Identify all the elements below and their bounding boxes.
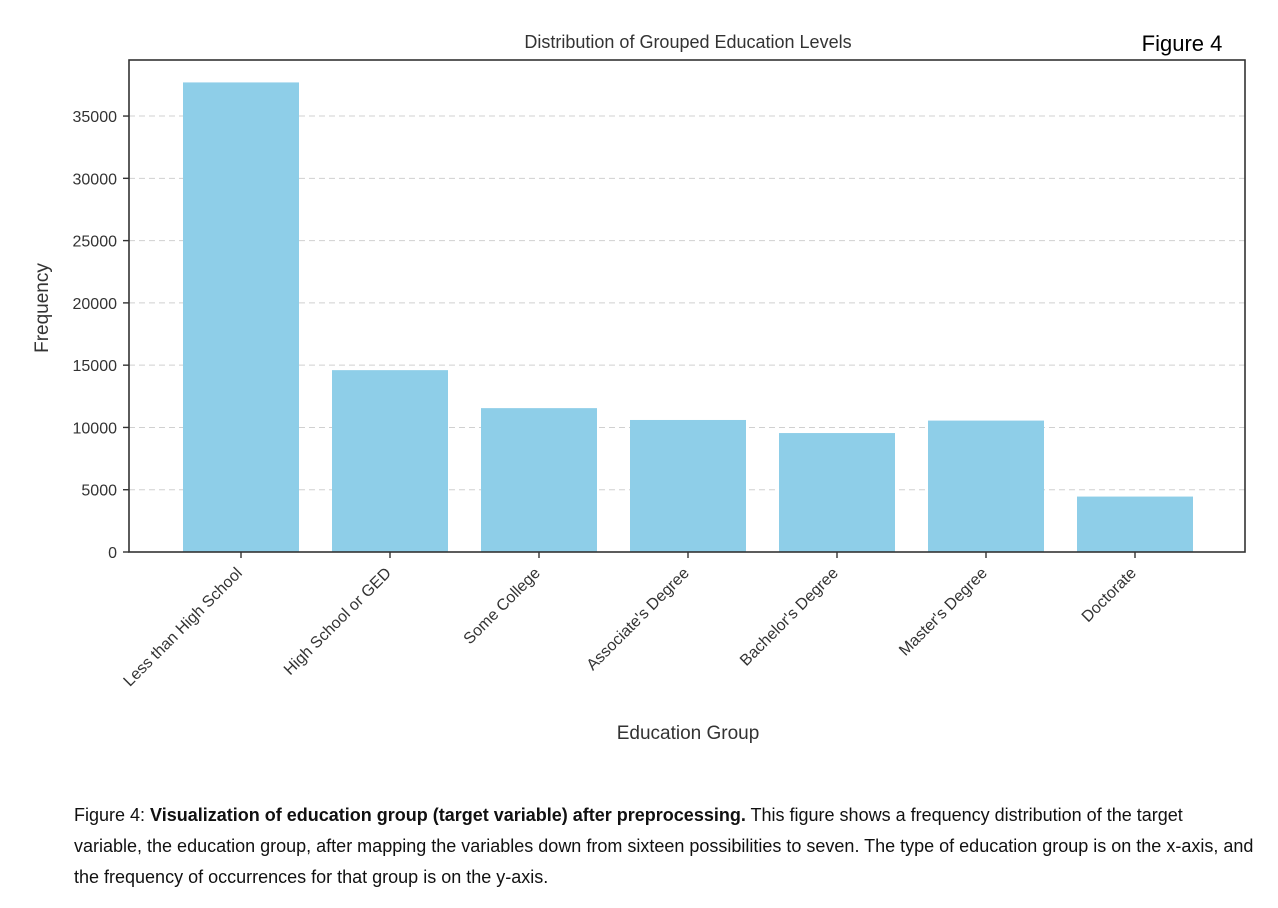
x-axis-label: Education Group	[617, 723, 760, 744]
y-tick-label: 5000	[81, 483, 117, 500]
y-tick-label: 0	[108, 545, 117, 562]
figure-tag: Figure 4	[1142, 31, 1223, 56]
caption-prefix: Figure 4:	[74, 805, 151, 825]
y-axis-ticks: 0 5000 10000 15000 20000 25000 30000 35000	[73, 109, 129, 562]
x-tick-label: Master's Degree	[896, 565, 991, 660]
bar	[1077, 496, 1193, 552]
chart-title: Distribution of Grouped Education Levels	[524, 32, 851, 52]
y-tick-label: 20000	[73, 296, 118, 313]
bar	[630, 419, 746, 552]
caption-bold: Visualization of education group (target…	[150, 805, 746, 825]
bar	[481, 408, 597, 552]
x-tick-label: Bachelor's Degree	[737, 565, 842, 670]
bar	[332, 370, 448, 552]
bars	[183, 82, 1193, 552]
figure-caption: Figure 4: Visualization of education gro…	[74, 800, 1254, 893]
y-tick-label: 15000	[73, 358, 118, 375]
y-axis-label: Frequency	[32, 263, 53, 353]
x-tick-label: Some College	[461, 565, 544, 648]
y-tick-label: 10000	[73, 420, 118, 437]
x-tick-label: Less than High School	[121, 565, 246, 690]
bar	[928, 420, 1044, 552]
y-tick-label: 35000	[73, 109, 118, 126]
bar	[183, 82, 299, 552]
bar-chart: Distribution of Grouped Education Levels…	[32, 31, 1246, 744]
x-tick-label: Doctorate	[1079, 565, 1140, 626]
x-axis-ticks: Less than High School High School or GED S…	[121, 552, 1140, 690]
bar	[779, 433, 895, 552]
caption-text: This figure shows a frequency distributi…	[74, 805, 1254, 887]
x-tick-label: High School or GED	[281, 565, 395, 679]
y-tick-label: 25000	[73, 234, 118, 251]
grid-lines	[129, 115, 1245, 491]
plot-frame	[128, 59, 1246, 553]
y-tick-label: 30000	[73, 171, 118, 188]
x-tick-label: Associate's Degree	[584, 565, 693, 674]
